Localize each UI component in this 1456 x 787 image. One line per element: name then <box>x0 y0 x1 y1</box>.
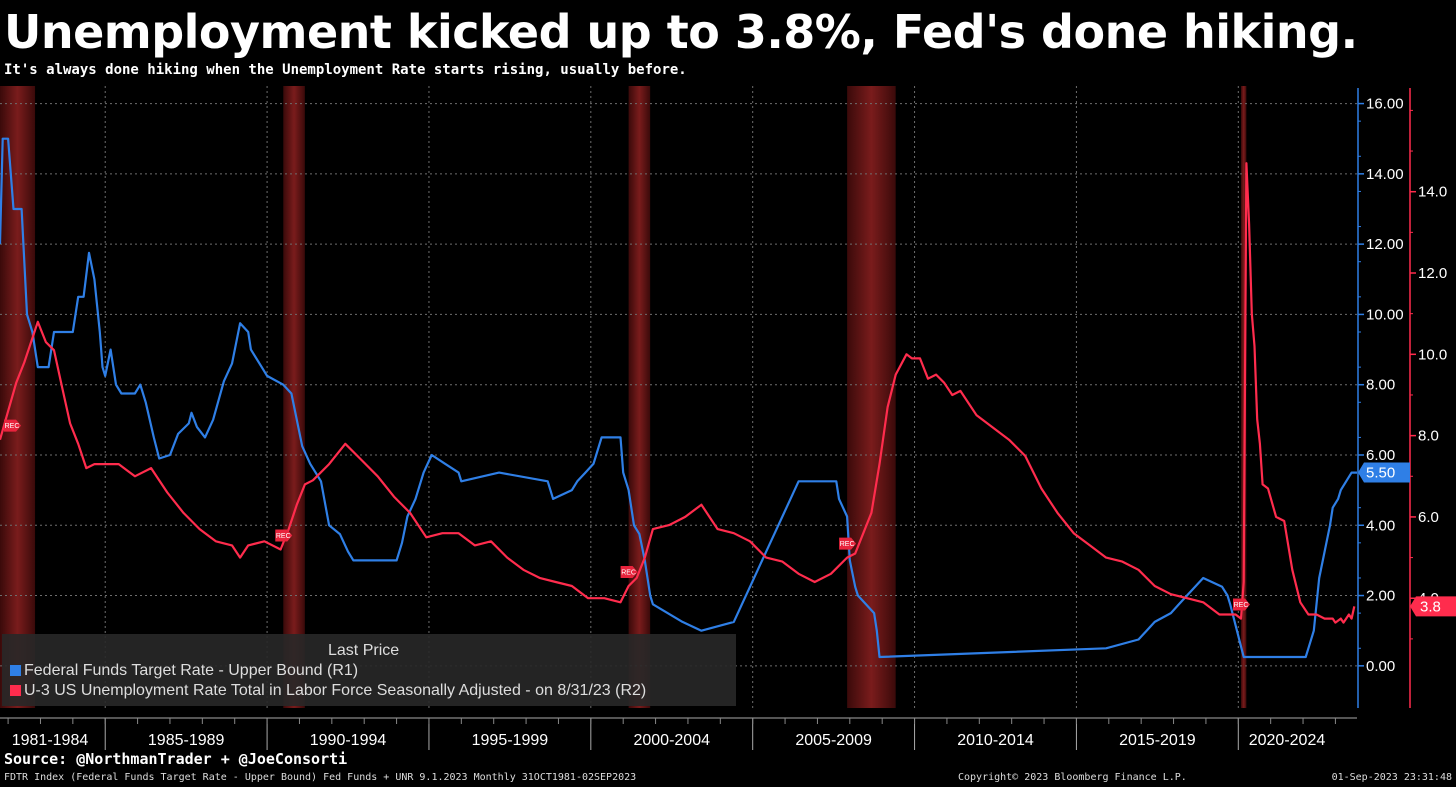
y2-axis-tick-label: 10.0 <box>1418 346 1447 363</box>
legend-item-fed: Federal Funds Target Rate - Upper Bound … <box>10 662 358 680</box>
legend-item-unemployment: U-3 US Unemployment Rate Total in Labor … <box>10 682 646 700</box>
legend-label-unemployment: U-3 US Unemployment Rate Total in Labor … <box>24 682 647 699</box>
recession-band <box>283 86 305 708</box>
y1-axis-tick-label: 12.00 <box>1366 236 1404 253</box>
source-credit: Source: @NorthmanTrader + @JoeConsorti <box>4 750 348 768</box>
x-axis-tick-label: 1995-1999 <box>472 732 549 749</box>
y1-axis-tick-label: 6.00 <box>1366 447 1395 464</box>
legend-label-fed: Federal Funds Target Rate - Upper Bound … <box>24 662 359 679</box>
recession-marker <box>1232 598 1250 611</box>
recession-band <box>1240 86 1247 708</box>
recession-marker <box>4 419 21 432</box>
footer-index-info: FDTR Index (Federal Funds Target Rate - … <box>4 772 637 783</box>
y1-axis-tick-label: 10.00 <box>1366 306 1404 323</box>
series-line-unemployment <box>0 162 1356 624</box>
recession-marker-label: REC <box>276 533 291 540</box>
x-axis-tick-label: 1981-1984 <box>12 732 89 749</box>
recession-marker <box>275 529 293 542</box>
page-subtitle: It's always done hiking when the Unemplo… <box>4 62 687 78</box>
recession-marker <box>620 566 638 579</box>
legend-swatch-fed <box>10 665 21 676</box>
y1-axis-tick-label: 4.00 <box>1366 517 1395 534</box>
recession-marker-label: REC <box>5 423 20 430</box>
legend: Last Price Federal Funds Target Rate - U… <box>2 634 736 706</box>
last-value-tag-unemployment <box>1410 596 1456 617</box>
recession-marker <box>839 537 857 550</box>
y2-axis-tick-label: 12.0 <box>1418 265 1447 282</box>
recession-band <box>847 86 896 708</box>
recession-marker-label: REC <box>621 570 636 577</box>
recession-marker-label: REC <box>840 541 855 548</box>
y2-axis-tick-label: 6.0 <box>1418 509 1439 526</box>
x-axis-tick-label: 1985-1989 <box>148 732 225 749</box>
footer-timestamp: 01-Sep-2023 23:31:48 <box>1331 772 1452 783</box>
last-value-label-fed: 5.50 <box>1366 465 1395 482</box>
legend-header: Last Price <box>328 642 400 659</box>
y1-axis-tick-label: 8.00 <box>1366 377 1395 394</box>
recession-marker-label: REC <box>1234 602 1249 609</box>
y1-axis-tick-label: 2.00 <box>1366 588 1395 605</box>
x-axis-tick-label: 2015-2019 <box>1119 732 1196 749</box>
x-axis-tick-label: 2010-2014 <box>957 732 1034 749</box>
y1-axis-tick-label: 0.00 <box>1366 658 1395 675</box>
y2-axis-tick-label: 14.0 <box>1418 184 1447 201</box>
y2-axis-tick-label: 8.0 <box>1418 428 1439 445</box>
x-axis-tick-label: 2005-2009 <box>795 732 872 749</box>
page-title: Unemployment kicked up to 3.8%, Fed's do… <box>4 5 1358 59</box>
last-value-tag-fed <box>1358 462 1410 483</box>
recession-band <box>628 86 651 708</box>
footer-copyright: Copyright© 2023 Bloomberg Finance L.P. <box>958 772 1187 783</box>
y1-axis-tick-label: 16.00 <box>1366 96 1404 113</box>
legend-swatch-unemployment <box>10 685 21 696</box>
last-value-label-unemployment: 3.8 <box>1420 598 1441 615</box>
series-line-fed-funds <box>0 137 1357 659</box>
x-axis-tick-label: 1990-1994 <box>310 732 387 749</box>
x-axis-tick-label: 2020-2024 <box>1249 732 1326 749</box>
recession-band <box>0 86 36 708</box>
y1-axis-tick-label: 14.00 <box>1366 166 1404 183</box>
x-axis-tick-label: 2000-2004 <box>633 732 710 749</box>
